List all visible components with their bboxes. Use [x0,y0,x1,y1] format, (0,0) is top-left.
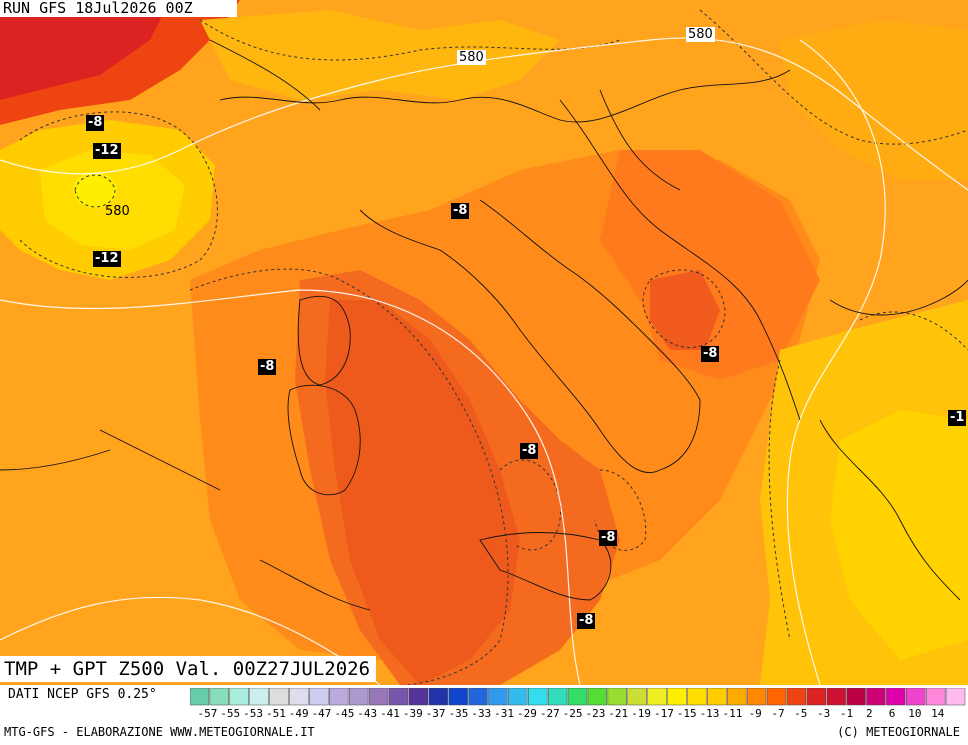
color-scale-tick-label: -23 [585,707,606,720]
geopotential-label: 580 [686,27,715,42]
geopotential-label: 580 [105,204,130,219]
color-scale-tick-label: -9 [748,707,762,720]
color-scale-swatch [368,688,389,706]
color-scale-tick-label: 10 [908,707,922,720]
color-scale-tick-label: -17 [653,707,674,720]
color-scale-tick-label: 2 [865,707,873,720]
color-scale-tick-label: -55 [220,707,241,720]
color-scale-tick-label: -35 [448,707,469,720]
color-scale-swatch [547,688,568,706]
color-scale-tick-label: -47 [311,707,332,720]
color-scale-tick-label: -27 [539,707,560,720]
color-scale-swatch [567,688,588,706]
color-scale-swatch [707,688,727,706]
color-scale-swatch [786,688,807,706]
color-scale-tick-label: -51 [265,707,286,720]
color-scale-swatch [408,688,429,706]
color-scale-swatch [866,688,886,706]
color-scale-tick-label: -3 [816,707,831,720]
color-scale-tick-label: -39 [402,707,423,720]
geopotential-label: 580 [457,50,486,65]
color-scale-tick-label: -49 [288,707,309,720]
color-scale-swatch [687,688,707,706]
temperature-label: -12 [93,143,121,159]
temperature-field [0,0,968,685]
color-scale-tick-label: -21 [608,707,629,720]
color-scale-swatch [925,688,946,706]
color-scale-tick-label: 6 [888,707,896,720]
color-scale-swatch [249,688,269,706]
color-scale-swatch [826,688,846,706]
color-scale-swatch [329,688,349,706]
color-scale-swatch [726,688,747,706]
color-scale-swatch [388,688,409,706]
color-scale-swatch [647,688,667,706]
legend-area: DATI NCEP GFS 0.25° -57 -55 -53 -51 -49 -47 -4… [0,685,968,745]
color-scale-tick-label: -31 [494,707,515,720]
color-scale-tick-label: -5 [794,707,808,720]
temperature-label: -8 [86,115,105,131]
color-scale-tick-label: -53 [243,707,264,720]
temperature-label: -8 [599,530,618,546]
color-scale-tick-label: -43 [357,707,378,720]
color-scale-swatch [209,688,230,706]
color-scale-swatch [229,688,249,706]
color-scale-tick-label: -7 [771,707,785,720]
color-scale-tick-label: -15 [676,707,697,720]
color-scale-tick-label: -1 [839,707,854,720]
color-scale-swatch [289,688,309,706]
temperature-label: -8 [520,443,539,459]
color-scale-tick-label: -25 [562,707,583,720]
color-scale-tick-label: -33 [471,707,492,720]
temperature-label: -8 [701,346,720,362]
color-scale-swatch [587,688,608,706]
color-scale-swatch [428,688,448,706]
color-scale-swatch [488,688,508,706]
data-source-label: DATI NCEP GFS 0.25° [8,687,157,702]
color-scale-swatch [886,688,906,706]
footer-credit-left: MTG-GFS - ELABORAZIONE WWW.METEOGIORNALE… [4,725,315,739]
color-scale-swatch [766,688,787,706]
temperature-label: -8 [258,359,277,375]
color-scale-swatch [945,688,966,706]
color-scale-tick-label: -13 [699,707,720,720]
color-scale-swatch [846,688,866,706]
temperature-label: -8 [577,613,596,629]
weather-map: RUN GFS 18Jul2026 00Z -8 -12 -12 -8 -8 -… [0,0,968,685]
product-validity-label: TMP + GPT Z500 Val. 00Z27JUL2026 [0,656,377,682]
color-scale-swatch [269,688,289,706]
color-scale-tick-label: -29 [516,707,537,720]
color-scale-swatch [348,688,369,706]
color-scale-swatch [468,688,488,706]
color-scale-swatch [806,688,826,706]
color-scale-swatch [190,688,210,706]
color-scale-swatch [528,688,548,706]
color-scale-swatch [906,688,926,706]
color-scale-swatch [627,688,647,706]
temperature-label: -12 [93,251,121,267]
color-scale-tick-label: -41 [380,707,400,720]
color-scale-swatch [746,688,767,706]
color-scale-swatch [508,688,528,706]
color-scale-tick-label: -57 [197,707,218,720]
color-scale-swatch [607,688,628,706]
footer-credit-right: (C) METEOGIORNALE [837,725,960,739]
temperature-label: -8 [451,203,470,219]
color-scale-swatch [309,688,329,706]
color-scale-bar [190,688,966,706]
color-scale-swatch [448,688,468,706]
color-scale-tick-label: -19 [631,707,652,720]
temperature-label: -1 [948,410,967,426]
color-scale-tick-label: -11 [722,707,743,720]
color-scale-tick-label: -37 [425,707,446,720]
color-scale-tick-label: 14 [931,707,945,720]
color-scale-swatch [667,688,687,706]
color-scale-tick-label: -45 [334,707,355,720]
run-label: RUN GFS 18Jul2026 00Z [0,0,237,17]
